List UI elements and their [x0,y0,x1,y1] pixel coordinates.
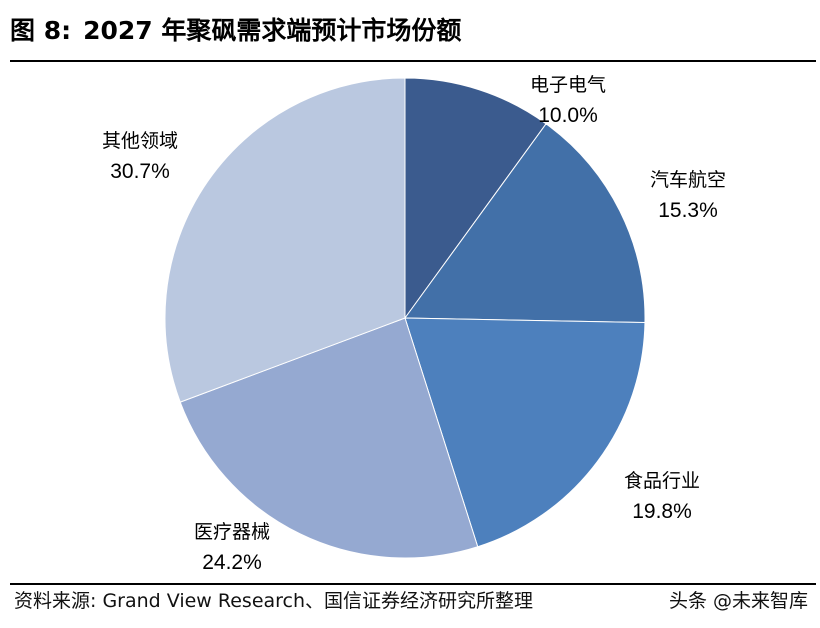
figure-title: 2027 年聚砜需求端预计市场份额 [83,15,462,45]
header-rule [10,60,816,62]
slice-value-label: 15.3% [658,199,718,222]
slice-category-label: 医疗器械 [194,521,270,543]
watermark-text: 头条 @未来智库 [668,590,808,612]
slice-category-label: 汽车航空 [650,169,726,191]
slice-value-label: 10.0% [538,104,598,127]
slice-category-label: 电子电气 [530,74,606,96]
pie-labels: 电子电气 10.0% 汽车航空 15.3% 食品行业 19.8% 医疗器械 24.2% 其他领域… [102,74,726,574]
slice-value-label: 30.7% [110,160,170,183]
pie-slices [164,77,646,559]
slice-category-label: 其他领域 [102,130,178,152]
figure-number: 图 8: [10,15,72,45]
figure-header: 图 8: 2027 年聚砜需求端预计市场份额 [10,6,800,54]
pie-slice-5 [164,77,406,403]
slice-value-label: 24.2% [202,551,262,574]
pie-slice-3 [404,317,646,548]
pie-slice-1 [404,77,547,320]
slice-category-label: 食品行业 [624,470,700,492]
footer-rule [10,583,816,585]
slice-value-label: 19.8% [632,500,692,523]
pie-slice-2 [404,123,646,324]
source-note: 资料来源: Grand View Research、国信证券经济研究所整理 [14,590,534,612]
pie-slice-4 [179,317,479,559]
